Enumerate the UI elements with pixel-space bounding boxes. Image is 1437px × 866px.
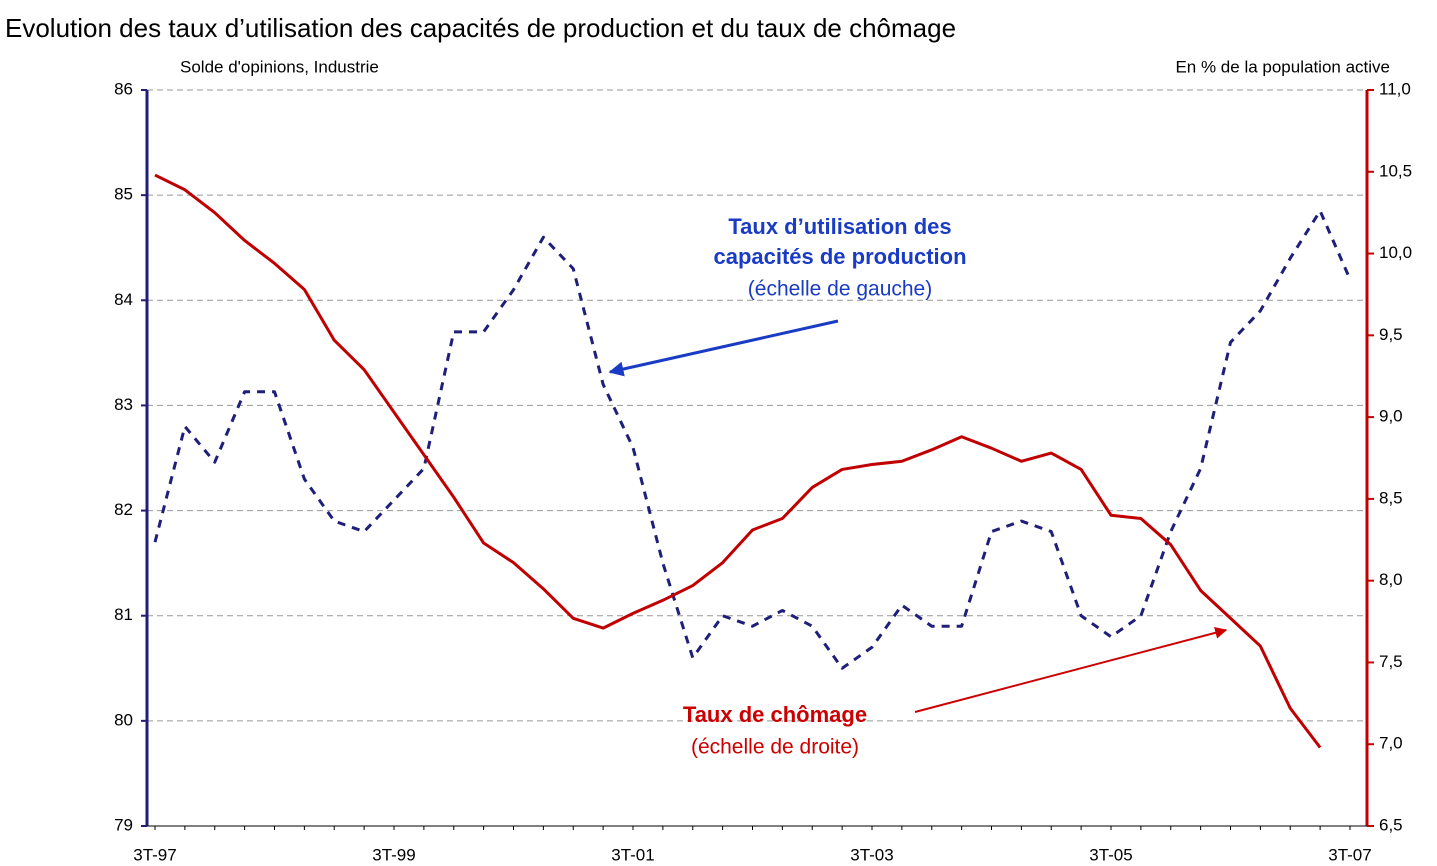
y-tick-label: 81 xyxy=(114,605,133,624)
y-tick-label: 79 xyxy=(114,815,133,834)
y-tick-label: 86 xyxy=(114,79,133,98)
annotation: capacités de production xyxy=(713,244,966,269)
annotation: Taux de chômage xyxy=(683,702,867,727)
y2-tick-label: 9,5 xyxy=(1379,325,1403,344)
y2-tick-label: 7,0 xyxy=(1379,734,1403,753)
x-tick-label: 3T-99 xyxy=(372,845,415,864)
x-tick-label: 3T-97 xyxy=(133,845,176,864)
y-tick-label: 82 xyxy=(114,500,133,519)
arrow xyxy=(608,319,839,377)
chart-title: Evolution des taux d’utilisation des cap… xyxy=(5,13,956,43)
y-tick-label: 84 xyxy=(114,290,133,309)
annotation-note: (échelle de gauche) xyxy=(748,278,932,301)
y2-tick-label: 11,0 xyxy=(1379,79,1411,98)
y2-tick-label: 9,0 xyxy=(1379,407,1403,426)
y-axis-label: Solde d'opinions, Industrie xyxy=(180,57,379,76)
y2-tick-label: 8,0 xyxy=(1379,570,1403,589)
arrow xyxy=(914,626,1228,713)
x-tick-label: 3T-07 xyxy=(1328,845,1371,864)
series-line xyxy=(154,173,1322,749)
annotation: Taux d’utilisation des xyxy=(728,214,951,239)
x-tick-label: 3T-01 xyxy=(611,845,654,864)
y2-tick-label: 8,5 xyxy=(1379,488,1403,507)
y2-tick-label: 10,5 xyxy=(1379,161,1412,180)
y2-tick-label: 10,0 xyxy=(1379,243,1412,262)
x-tick-label: 3T-05 xyxy=(1089,845,1132,864)
y2-axis-label: En % de la population active xyxy=(1175,57,1390,76)
y2-tick-label: 6,5 xyxy=(1379,815,1403,834)
y-tick-label: 83 xyxy=(114,395,133,414)
annotation-note: (échelle de droite) xyxy=(691,736,859,759)
x-tick-label: 3T-03 xyxy=(850,845,893,864)
y-tick-label: 85 xyxy=(114,185,133,204)
y-tick-label: 80 xyxy=(114,710,133,729)
series-line xyxy=(153,209,1352,670)
y2-tick-label: 7,5 xyxy=(1379,652,1403,671)
